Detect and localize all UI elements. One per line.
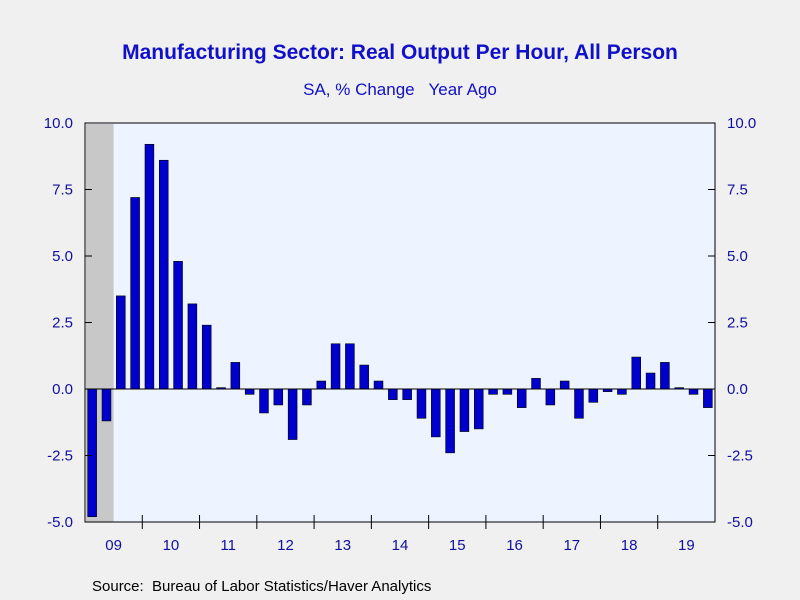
bar-2 bbox=[116, 295, 126, 390]
y-tick-label-left: 5.0 bbox=[52, 248, 73, 265]
y-tick-label-right: -2.5 bbox=[727, 448, 753, 465]
x-tick-label: 12 bbox=[277, 537, 294, 554]
y-tick-label-left: 0.0 bbox=[52, 381, 73, 398]
bar-13 bbox=[273, 388, 284, 406]
x-tick-label: 10 bbox=[163, 537, 180, 554]
x-tick-label: 15 bbox=[449, 537, 466, 554]
y-tick-label-right: -5.0 bbox=[727, 514, 753, 531]
y-tick-label-left: 7.5 bbox=[52, 182, 73, 199]
y-tick-label-left: 10.0 bbox=[44, 115, 73, 132]
bar-35 bbox=[588, 388, 599, 403]
bar-43 bbox=[703, 388, 713, 408]
x-tick-label: 16 bbox=[506, 537, 523, 554]
bar-12 bbox=[259, 388, 269, 414]
y-tick-label-left: 2.5 bbox=[52, 315, 73, 332]
bar-4 bbox=[144, 143, 155, 390]
bar-5 bbox=[159, 159, 169, 390]
y-tick-label-left: -5.0 bbox=[47, 514, 73, 531]
bar-38 bbox=[631, 356, 641, 390]
y-tick-label-left: -2.5 bbox=[47, 448, 73, 465]
bar-39 bbox=[645, 372, 656, 390]
bar-21 bbox=[388, 388, 398, 400]
bar-34 bbox=[574, 388, 584, 419]
bar-37 bbox=[617, 388, 627, 395]
bar-24 bbox=[431, 388, 441, 438]
bar-23 bbox=[416, 388, 427, 419]
bar-11 bbox=[244, 388, 255, 395]
bar-27 bbox=[474, 388, 484, 430]
y-axis-left: 10.0 7.5 5.0 2.5 0.0 -2.5 -5.0 bbox=[44, 115, 92, 531]
x-tick-label: 13 bbox=[334, 537, 351, 554]
bar-31 bbox=[531, 378, 541, 390]
bar-7 bbox=[187, 303, 198, 390]
bar-18 bbox=[345, 343, 355, 390]
y-axis-right: 10.0 7.5 5.0 2.5 0.0 -2.5 -5.0 bbox=[708, 115, 756, 531]
bar-26 bbox=[459, 388, 470, 432]
x-axis: 09 10 11 12 13 14 15 16 17 18 19 bbox=[105, 515, 695, 554]
bar-1 bbox=[101, 388, 112, 422]
chart-title: Manufacturing Sector: Real Output Per Ho… bbox=[122, 41, 678, 64]
x-tick-label: 11 bbox=[220, 537, 236, 554]
bar-6 bbox=[173, 261, 183, 390]
bar-32 bbox=[545, 388, 556, 406]
bar-20 bbox=[373, 380, 384, 390]
bar-29 bbox=[502, 388, 513, 395]
bar-8 bbox=[201, 324, 212, 390]
bar-16 bbox=[316, 380, 326, 390]
bar-19 bbox=[359, 364, 369, 390]
y-tick-label-right: 10.0 bbox=[727, 115, 756, 132]
bar-14 bbox=[287, 388, 298, 440]
bar-33 bbox=[559, 380, 570, 390]
bar-3 bbox=[130, 197, 140, 390]
x-tick-label: 19 bbox=[678, 537, 695, 554]
y-tick-label-right: 7.5 bbox=[727, 182, 748, 199]
x-tick-label: 17 bbox=[563, 537, 580, 554]
source-note: Source: Bureau of Labor Statistics/Haver… bbox=[92, 578, 431, 595]
bar-40 bbox=[660, 362, 670, 390]
bar-42 bbox=[688, 388, 699, 395]
bar-0 bbox=[87, 388, 97, 517]
x-tick-label: 14 bbox=[392, 537, 409, 554]
x-tick-label: 18 bbox=[621, 537, 638, 554]
x-tick-label: 09 bbox=[105, 537, 122, 554]
y-tick-label-right: 0.0 bbox=[727, 381, 748, 398]
bar-28 bbox=[488, 388, 498, 395]
bar-17 bbox=[330, 343, 341, 390]
bar-10 bbox=[230, 362, 241, 390]
bar-22 bbox=[402, 388, 412, 400]
chart-subtitle: SA, % Change Year Ago bbox=[303, 80, 497, 99]
bar-30 bbox=[516, 388, 527, 408]
bar-15 bbox=[302, 388, 312, 406]
y-tick-label-right: 2.5 bbox=[727, 315, 748, 332]
bar-25 bbox=[445, 388, 455, 454]
y-tick-label-right: 5.0 bbox=[727, 248, 748, 265]
